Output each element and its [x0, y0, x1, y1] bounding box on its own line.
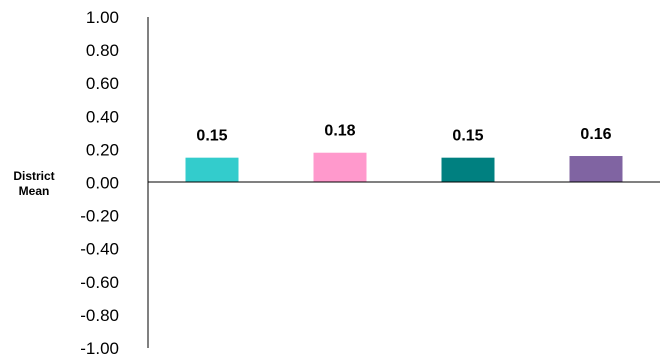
y-tick-label: 0.60 — [86, 74, 119, 93]
bar-value-label: 0.15 — [196, 128, 227, 145]
bar-value-label: 0.16 — [580, 126, 611, 143]
bar-value-label: 0.18 — [324, 123, 355, 140]
data-labels-group: 0.15 0.18 0.15 0.16 — [196, 123, 611, 145]
y-tick-label: -0.80 — [80, 306, 119, 325]
y-tick-label: -0.60 — [80, 273, 119, 292]
y-axis-title-line-2: Mean — [19, 184, 50, 198]
y-axis-title: District Mean — [13, 169, 54, 198]
bar — [569, 156, 623, 183]
y-tick-label: -0.20 — [80, 207, 119, 226]
bar — [185, 157, 239, 183]
y-axis-title-line-1: District — [13, 169, 54, 183]
y-tick-labels: 1.00 0.80 0.60 0.40 0.20 0.00 -0.20 -0.40 -0.60 -… — [80, 8, 119, 358]
y-tick-label: 0.40 — [86, 107, 119, 126]
bar — [441, 157, 495, 183]
bar — [313, 152, 367, 183]
y-tick-label: -0.40 — [80, 240, 119, 259]
bar-value-label: 0.15 — [452, 128, 483, 145]
y-tick-label: 0.00 — [86, 174, 119, 193]
y-tick-label: 0.20 — [86, 140, 119, 159]
y-tick-label: -1.00 — [80, 339, 119, 358]
y-tick-label: 1.00 — [86, 8, 119, 27]
y-tick-label: 0.80 — [86, 41, 119, 60]
bars-group — [185, 152, 623, 183]
